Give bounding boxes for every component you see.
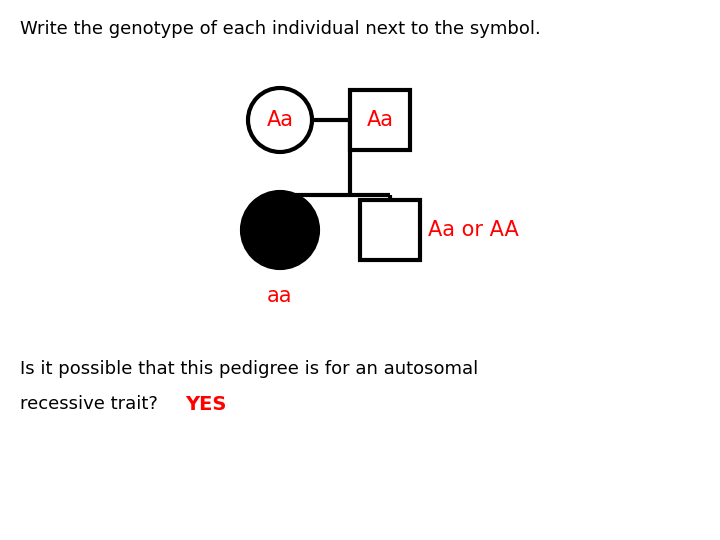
FancyBboxPatch shape <box>350 90 410 150</box>
Text: YES: YES <box>185 395 226 414</box>
FancyBboxPatch shape <box>360 200 420 260</box>
Text: aa: aa <box>267 286 293 306</box>
Text: Write the genotype of each individual next to the symbol.: Write the genotype of each individual ne… <box>20 20 541 38</box>
Text: Aa: Aa <box>366 110 394 130</box>
Circle shape <box>242 192 318 268</box>
Text: Aa: Aa <box>266 110 294 130</box>
Text: Is it possible that this pedigree is for an autosomal: Is it possible that this pedigree is for… <box>20 360 478 378</box>
Text: recessive trait?: recessive trait? <box>20 395 158 413</box>
Circle shape <box>248 88 312 152</box>
Text: Aa or AA: Aa or AA <box>428 220 518 240</box>
